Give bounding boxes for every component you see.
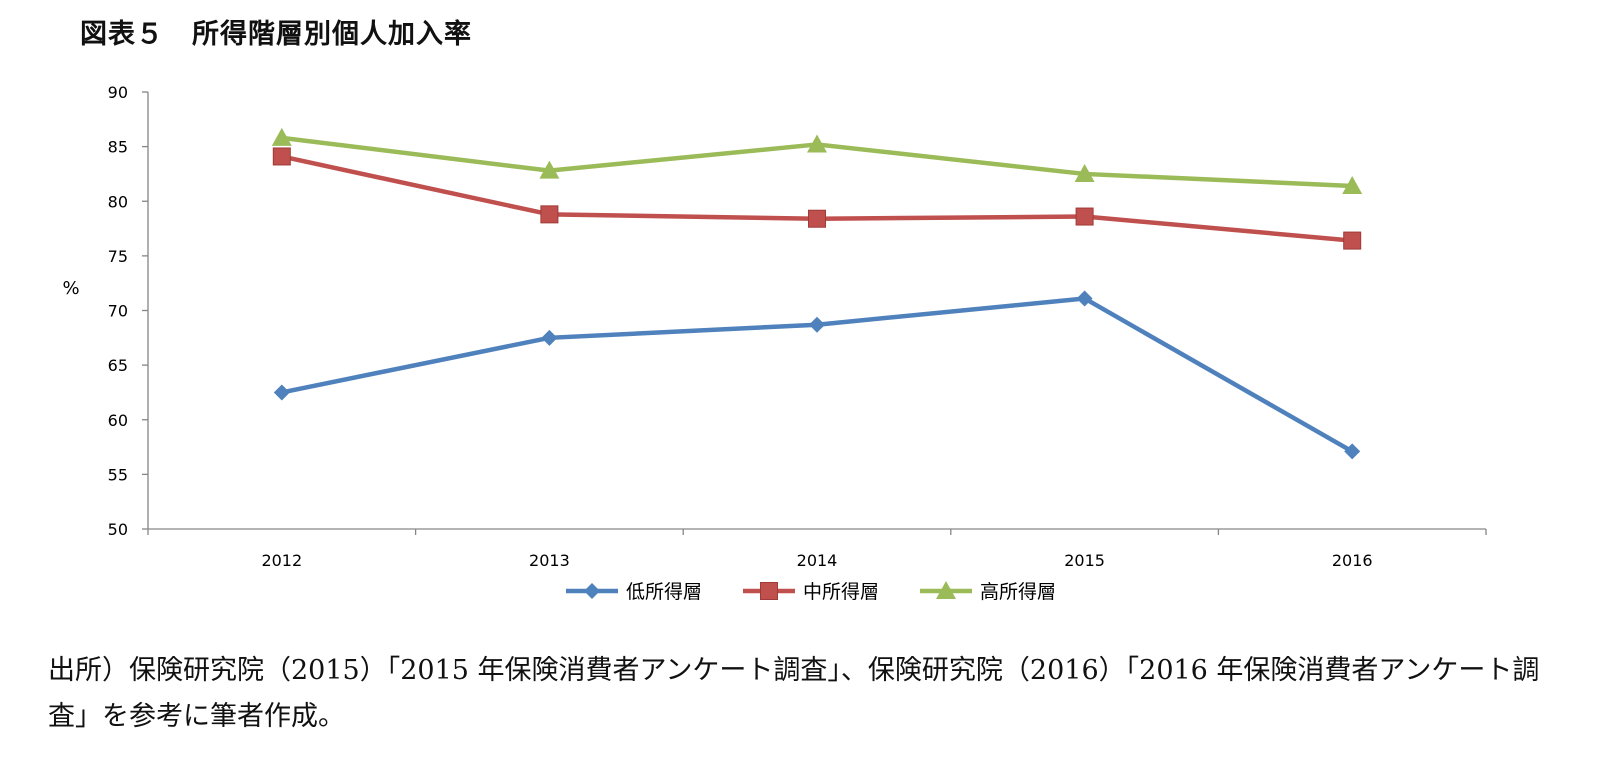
chart-axes: 50 55 60 65 70 75 80 85 90 2012 2013 2014 2015 2016%: [62, 83, 1487, 570]
legend-item: 低所得層: [566, 581, 702, 603]
figure-title: 図表５ 所得階層別個人加入率: [80, 19, 472, 50]
legend-marker: [760, 582, 778, 600]
x-tick-label: 2012: [261, 551, 302, 570]
data-point: [807, 134, 827, 153]
y-tick-label: 70: [108, 302, 128, 321]
series-1: [273, 290, 1361, 460]
data-point: [1074, 163, 1095, 182]
x-tick-label: 2015: [1064, 551, 1105, 570]
data-point: [541, 329, 558, 346]
chart-legend: 低所得層 中所得層 高所得層: [566, 581, 1056, 603]
x-tick-label: 2013: [529, 551, 570, 570]
y-tick-label: 90: [108, 83, 128, 102]
data-point: [1344, 443, 1361, 460]
x-tick-label: 2016: [1332, 551, 1373, 570]
data-point: [273, 384, 290, 401]
source-note: 出所）保険研究院（2015）「2015 年保険消費者アンケート調査」、保険研究院…: [48, 655, 1540, 732]
data-point: [272, 147, 291, 166]
series-2: [272, 147, 1362, 250]
series-line: [281, 154, 1353, 243]
y-tick-label: 75: [108, 247, 128, 266]
legend-item: 高所得層: [920, 581, 1056, 603]
y-tick-label: 55: [108, 465, 128, 484]
chart-series: [271, 127, 1363, 460]
legend-item: 中所得層: [743, 581, 879, 603]
y-tick-label: 80: [108, 192, 128, 211]
data-point: [540, 205, 559, 224]
legend-marker: [584, 583, 600, 599]
data-point: [1342, 175, 1363, 194]
y-tick-label: 50: [108, 520, 128, 539]
data-point: [809, 316, 825, 333]
legend-label: 低所得層: [626, 581, 702, 603]
data-point: [1343, 231, 1362, 250]
data-point: [1076, 290, 1093, 307]
y-tick-label: 60: [108, 411, 128, 430]
legend-label: 高所得層: [980, 581, 1056, 603]
series-3: [271, 127, 1363, 194]
y-tick-label: 65: [108, 356, 128, 375]
legend-label: 中所得層: [803, 581, 879, 603]
data-point: [808, 209, 826, 228]
data-point: [539, 160, 560, 179]
legend-marker: [936, 581, 956, 599]
data-point: [271, 127, 292, 146]
y-axis-label: %: [62, 278, 79, 299]
data-point: [1075, 207, 1094, 226]
x-tick-label: 2014: [797, 551, 838, 570]
y-tick-label: 85: [108, 138, 128, 157]
